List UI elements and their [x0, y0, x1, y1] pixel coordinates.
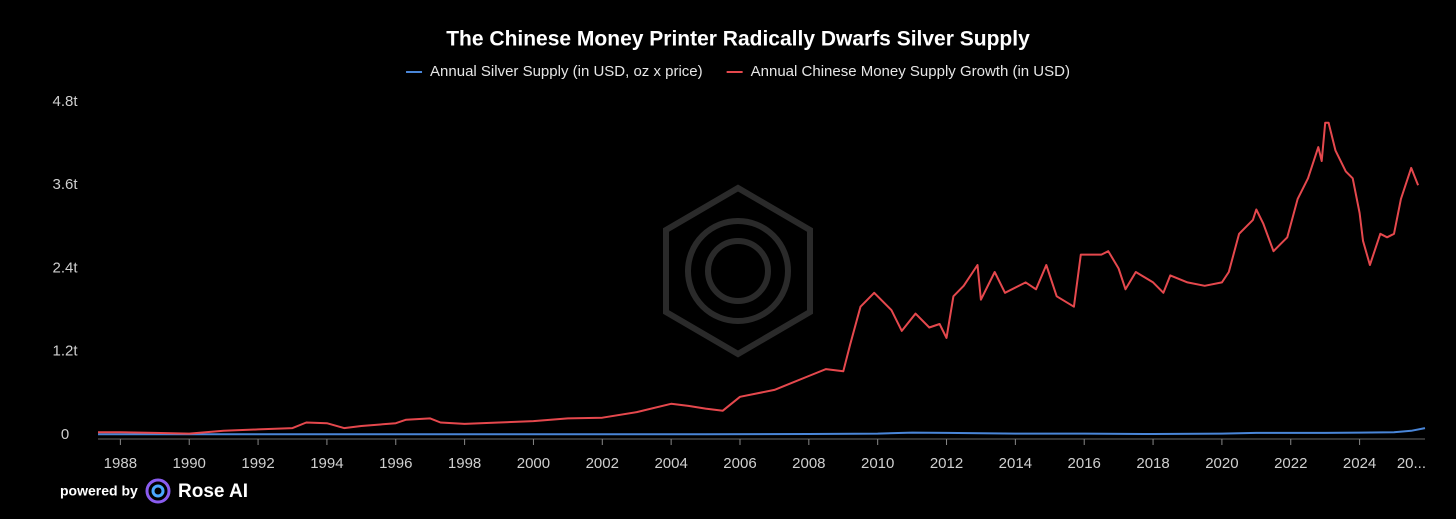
series-line: [98, 427, 1426, 436]
x-tick-label: 1992: [241, 455, 274, 472]
x-tick-label: 2000: [517, 455, 550, 472]
x-tick-label: 2006: [723, 455, 756, 472]
x-tick-label: 1990: [173, 455, 206, 472]
x-tick-label: 2008: [792, 455, 825, 472]
legend-label: Annual Silver Supply (in USD, oz x price…: [430, 63, 703, 80]
x-tick-label: 2020: [1205, 455, 1238, 472]
x-tick-label: 2022: [1274, 455, 1307, 472]
x-tick-label: 20...: [1397, 455, 1426, 472]
x-tick-label: 2002: [586, 455, 619, 472]
chart-title: The Chinese Money Printer Radically Dwar…: [446, 28, 1030, 51]
branding-prefix: powered by: [60, 483, 138, 499]
x-tick-label: 1994: [310, 455, 343, 472]
series-line: [98, 121, 1420, 435]
x-tick-label: 2024: [1343, 455, 1376, 472]
logo: [145, 478, 171, 504]
x-tick-label: 1996: [379, 455, 412, 472]
x-tick-label: 2018: [1136, 455, 1169, 472]
y-tick-label: 3.6t: [52, 176, 78, 193]
x-tick-label: 1998: [448, 455, 481, 472]
x-tick-label: 2014: [999, 455, 1032, 472]
legend-label: Annual Chinese Money Supply Growth (in U…: [751, 63, 1070, 80]
x-tick-label: 2010: [861, 455, 894, 472]
y-tick-label: 1.2t: [52, 343, 78, 360]
x-tick-label: 2004: [654, 455, 687, 472]
y-tick-label: 0: [61, 426, 69, 443]
legend: Annual Silver Supply (in USD, oz x price…: [406, 63, 1070, 80]
x-tick-label: 2012: [930, 455, 963, 472]
branding-name: Rose AI: [178, 481, 248, 502]
x-tick-label: 2016: [1068, 455, 1101, 472]
y-tick-label: 4.8t: [52, 93, 78, 110]
x-tick-label: 1988: [104, 455, 137, 472]
watermark: [663, 184, 813, 358]
y-tick-label: 2.4t: [52, 259, 78, 276]
